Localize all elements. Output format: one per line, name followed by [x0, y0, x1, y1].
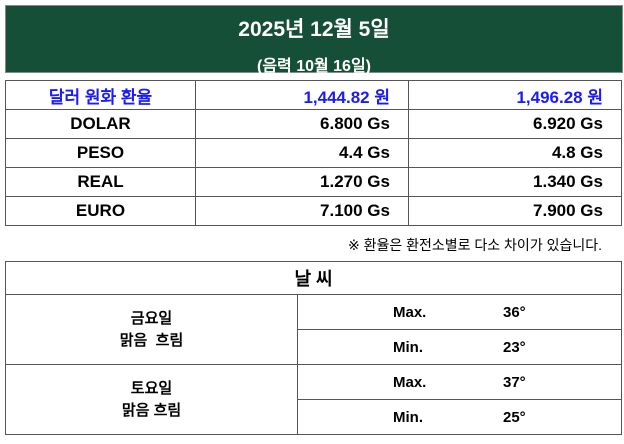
buy-rate: 1.270 Gs	[194, 167, 409, 197]
table-row: PESO 4.4 Gs 4.8 Gs	[5, 138, 623, 168]
min-label: Min.	[393, 408, 423, 426]
max-label: Max.	[393, 373, 427, 391]
min-value: 25°	[503, 408, 526, 426]
min-label: Min.	[393, 338, 423, 356]
krw-label: 달러 원화 환율	[5, 80, 196, 110]
exchange-table: 달러 원화 환율 1,444.82 원 1,496.28 원 DOLAR 6.8…	[5, 80, 623, 226]
currency-label: REAL	[5, 167, 196, 197]
currency-label: DOLAR	[5, 109, 196, 139]
sell-rate: 1.340 Gs	[407, 167, 623, 197]
sell-rate: 7.900 Gs	[407, 196, 623, 226]
exchange-note: ※ 환율은 환전소별로 다소 차이가 있습니다.	[347, 237, 602, 253]
table-row: 달러 원화 환율 1,444.82 원 1,496.28 원	[5, 80, 623, 110]
max-value: 36°	[503, 303, 526, 321]
max-value: 37°	[503, 373, 526, 391]
buy-rate: 4.4 Gs	[194, 138, 409, 168]
weather-table: 날 씨 금요일 맑음 흐림 Max. 36° Min. 23° 토요일 맑음 흐림 …	[5, 261, 622, 435]
max-temp-row: Max. 36°	[297, 294, 622, 330]
buy-rate: 6.800 Gs	[194, 109, 409, 139]
date-title: 2025년 12월 5일	[238, 18, 390, 41]
day-condition: 맑음 흐림	[119, 331, 184, 349]
max-label: Max.	[393, 303, 427, 321]
day-cell: 금요일 맑음 흐림	[5, 294, 298, 365]
lunar-date: (음력 10월 16일)	[256, 58, 372, 75]
min-temp-row: Min. 23°	[297, 329, 622, 365]
krw-sell: 1,496.28 원	[407, 80, 623, 110]
sell-rate: 6.920 Gs	[407, 109, 623, 139]
sell-rate: 4.8 Gs	[407, 138, 623, 168]
min-value: 23°	[503, 338, 526, 356]
max-temp-row: Max. 37°	[297, 364, 622, 400]
day-name: 토요일	[130, 379, 173, 397]
table-row: EURO 7.100 Gs 7.900 Gs	[5, 196, 623, 226]
day-name: 금요일	[130, 309, 173, 327]
currency-label: EURO	[5, 196, 196, 226]
table-row: DOLAR 6.800 Gs 6.920 Gs	[5, 109, 623, 139]
krw-buy: 1,444.82 원	[194, 80, 409, 110]
date-header: 2025년 12월 5일 (음력 10월 16일)	[5, 5, 623, 75]
weather-title: 날 씨	[5, 261, 622, 295]
day-cell: 토요일 맑음 흐림	[5, 364, 298, 435]
buy-rate: 7.100 Gs	[194, 196, 409, 226]
min-temp-row: Min. 25°	[297, 399, 622, 435]
currency-label: PESO	[5, 138, 196, 168]
table-row: REAL 1.270 Gs 1.340 Gs	[5, 167, 623, 197]
day-condition: 맑음 흐림	[121, 401, 182, 419]
